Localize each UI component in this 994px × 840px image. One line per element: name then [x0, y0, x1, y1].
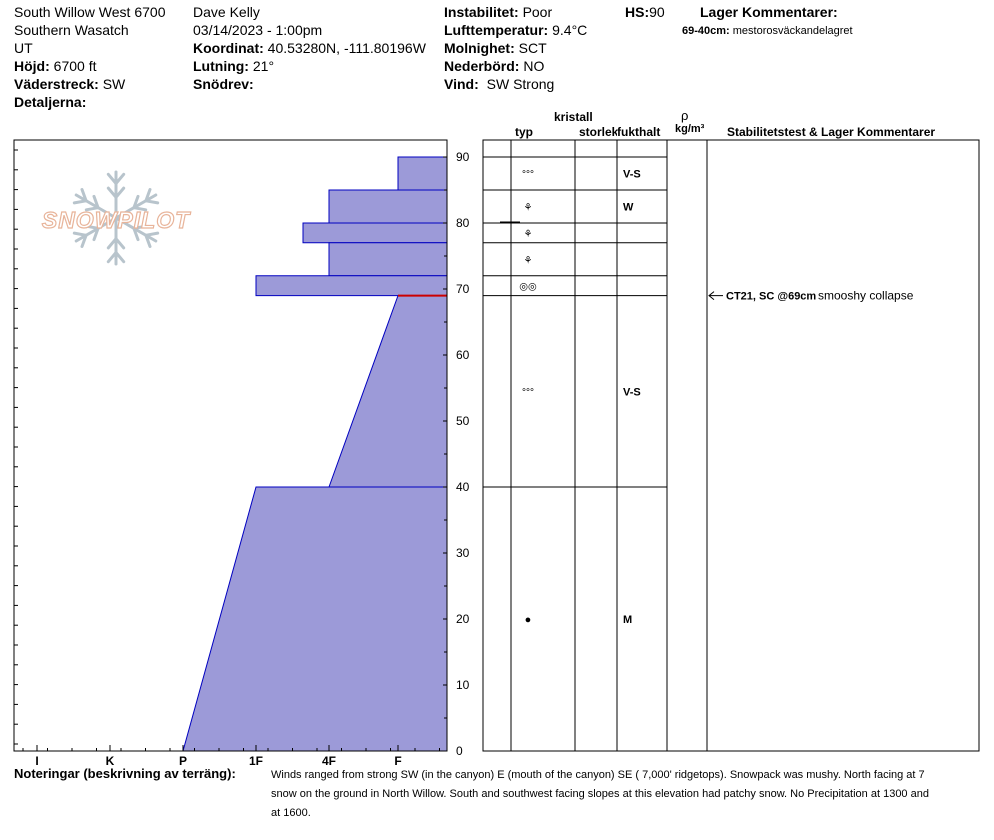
observer-name: Dave Kelly [193, 4, 260, 20]
grain-moisture: M [623, 614, 632, 626]
layer-comment-text: mestorosväckandelagret [732, 25, 853, 37]
grain-symbol-icon: ◎◎ [519, 282, 537, 293]
airtemp-label: Lufttemperatur: [444, 22, 549, 38]
instability-value: Poor [522, 4, 553, 20]
grain-symbol-icon: °°° [522, 170, 534, 181]
snowpilot-logo: SNOWPILOT [41, 170, 191, 266]
hardness-layer [255, 275, 448, 297]
grain-symbol-icon: ⚘ [524, 255, 533, 266]
aspect-row: Väderstreck: SW [14, 75, 125, 93]
observation-datetime: 03/14/2023 - 1:00pm [193, 22, 323, 38]
chart-frame [13, 139, 448, 752]
wind-value: SW Strong [486, 76, 555, 92]
depth-tick-label: 10 [456, 678, 470, 692]
grain-table: °°° V-S ⚘ W ⚘ ⚘ ◎◎ °°° V-S ● M [482, 139, 980, 752]
notes-line: Winds ranged from strong SW (in the cany… [271, 769, 925, 781]
depth-tick-label: 20 [456, 612, 470, 626]
stability-arrow-icon [708, 291, 723, 300]
depth-tick-label: 0 [456, 744, 463, 758]
depth-tick-label: 30 [456, 546, 470, 560]
aspect-value: SW [102, 76, 126, 92]
instability-label: Instabilitet: [444, 4, 519, 20]
type-header: typ [515, 125, 533, 139]
hardness-layer [397, 156, 448, 191]
rho-header: ρ [681, 108, 689, 123]
grain-symbol-icon: ⚘ [524, 203, 533, 214]
depth-tick-label: 60 [456, 348, 470, 362]
slope-row: Lutning: 21° [193, 57, 274, 75]
grain-symbol-icon: ⚘ [524, 229, 533, 240]
drift-label: Snödrev: [193, 76, 254, 92]
grain-moisture: W [623, 202, 634, 214]
state: UT [14, 40, 33, 56]
airtemp-row: Lufttemperatur: 9.4°C [444, 21, 587, 39]
hardness-layer [328, 295, 448, 488]
snowflake-icon [72, 170, 160, 266]
grain-moisture: V-S [623, 169, 641, 181]
grain-table-border [482, 139, 980, 752]
hardness-layer [328, 189, 448, 224]
stability-test-comment: smooshy collapse [818, 289, 914, 303]
depth-tick-label: 50 [456, 414, 470, 428]
location-name: South Willow West 6700 [14, 4, 166, 20]
hardness-layer [328, 242, 448, 277]
wind-row: Vind: SW Strong [444, 75, 554, 93]
elevation-row: Höjd: 6700 ft [14, 57, 96, 75]
logo-text: SNOWPILOT [42, 207, 191, 233]
moisture-header: fukthalt [617, 125, 661, 139]
elevation-value: 6700 ft [53, 58, 97, 74]
precip-row: Nederbörd: NO [444, 57, 544, 75]
density-header: kg/m³ [675, 123, 705, 135]
airtemp-value: 9.4°C [552, 22, 588, 38]
hardness-axis: I K P 1F 4F F [22, 745, 440, 768]
sky-value: SCT [518, 40, 547, 56]
details-label: Detaljerna: [14, 94, 87, 110]
grain-symbol-icon: °°° [522, 387, 534, 398]
instability-row: Instabilitet: Poor [444, 3, 552, 21]
stability-header: Stabilitetstest & Lager Kommentarer [727, 125, 936, 139]
coordinates-row: Koordinat: 40.53280N, -111.80196W [193, 39, 426, 57]
coordinates-value: 40.53280N, -111.80196W [267, 40, 426, 56]
layer-comments-title: Lager Kommentarer: [700, 4, 838, 20]
slope-label: Lutning: [193, 58, 249, 74]
elevation-label: Höjd: [14, 58, 50, 74]
slope-value: 21° [252, 58, 275, 74]
depth-tick-label: 80 [456, 216, 470, 230]
hs-value: 90 [649, 4, 665, 20]
notes-line: snow on the ground in North Willow. Sout… [271, 788, 929, 800]
aspect-label: Väderstreck: [14, 76, 99, 92]
coordinates-label: Koordinat: [193, 40, 264, 56]
sky-row: Molnighet: SCT [444, 39, 547, 57]
grain-moisture: V-S [623, 386, 641, 398]
hardness-label: 1F [249, 754, 263, 768]
hardness-layer [182, 486, 448, 752]
hs-row: HS:90 [625, 3, 665, 21]
layer-comment-range: 69-40cm: [682, 25, 730, 37]
crystal-header: kristall [554, 110, 593, 124]
depth-tick-label: 70 [456, 282, 470, 296]
chart-border [13, 139, 448, 752]
sky-label: Molnighet: [444, 40, 515, 56]
depth-axis: 0 10 20 30 40 50 60 70 80 90 [443, 150, 470, 758]
notes-text: Winds ranged from strong SW (in the cany… [271, 766, 994, 826]
precip-value: NO [523, 58, 545, 74]
grain-symbol-icon: ● [525, 614, 532, 626]
hardness-layer [302, 222, 448, 244]
notes-line: at 1600. [271, 807, 311, 819]
hardness-profile [182, 156, 448, 752]
precip-label: Nederbörd: [444, 58, 520, 74]
stability-test-annotations: CT21, SC @69cm smooshy collapse [708, 289, 914, 303]
layer-comment-row: 69-40cm: mestorosväckandelagret [682, 24, 853, 38]
wind-label: Vind: [444, 76, 479, 92]
size-header: storlek [579, 125, 617, 139]
hs-label: HS: [625, 4, 650, 20]
stability-test-code: CT21, SC @69cm [726, 291, 816, 303]
depth-tick-label: 90 [456, 150, 470, 164]
mountain-range: Southern Wasatch [14, 22, 129, 38]
depth-tick-label: 40 [456, 480, 470, 494]
notes-label: Noteringar (beskrivning av terräng): [14, 766, 236, 781]
